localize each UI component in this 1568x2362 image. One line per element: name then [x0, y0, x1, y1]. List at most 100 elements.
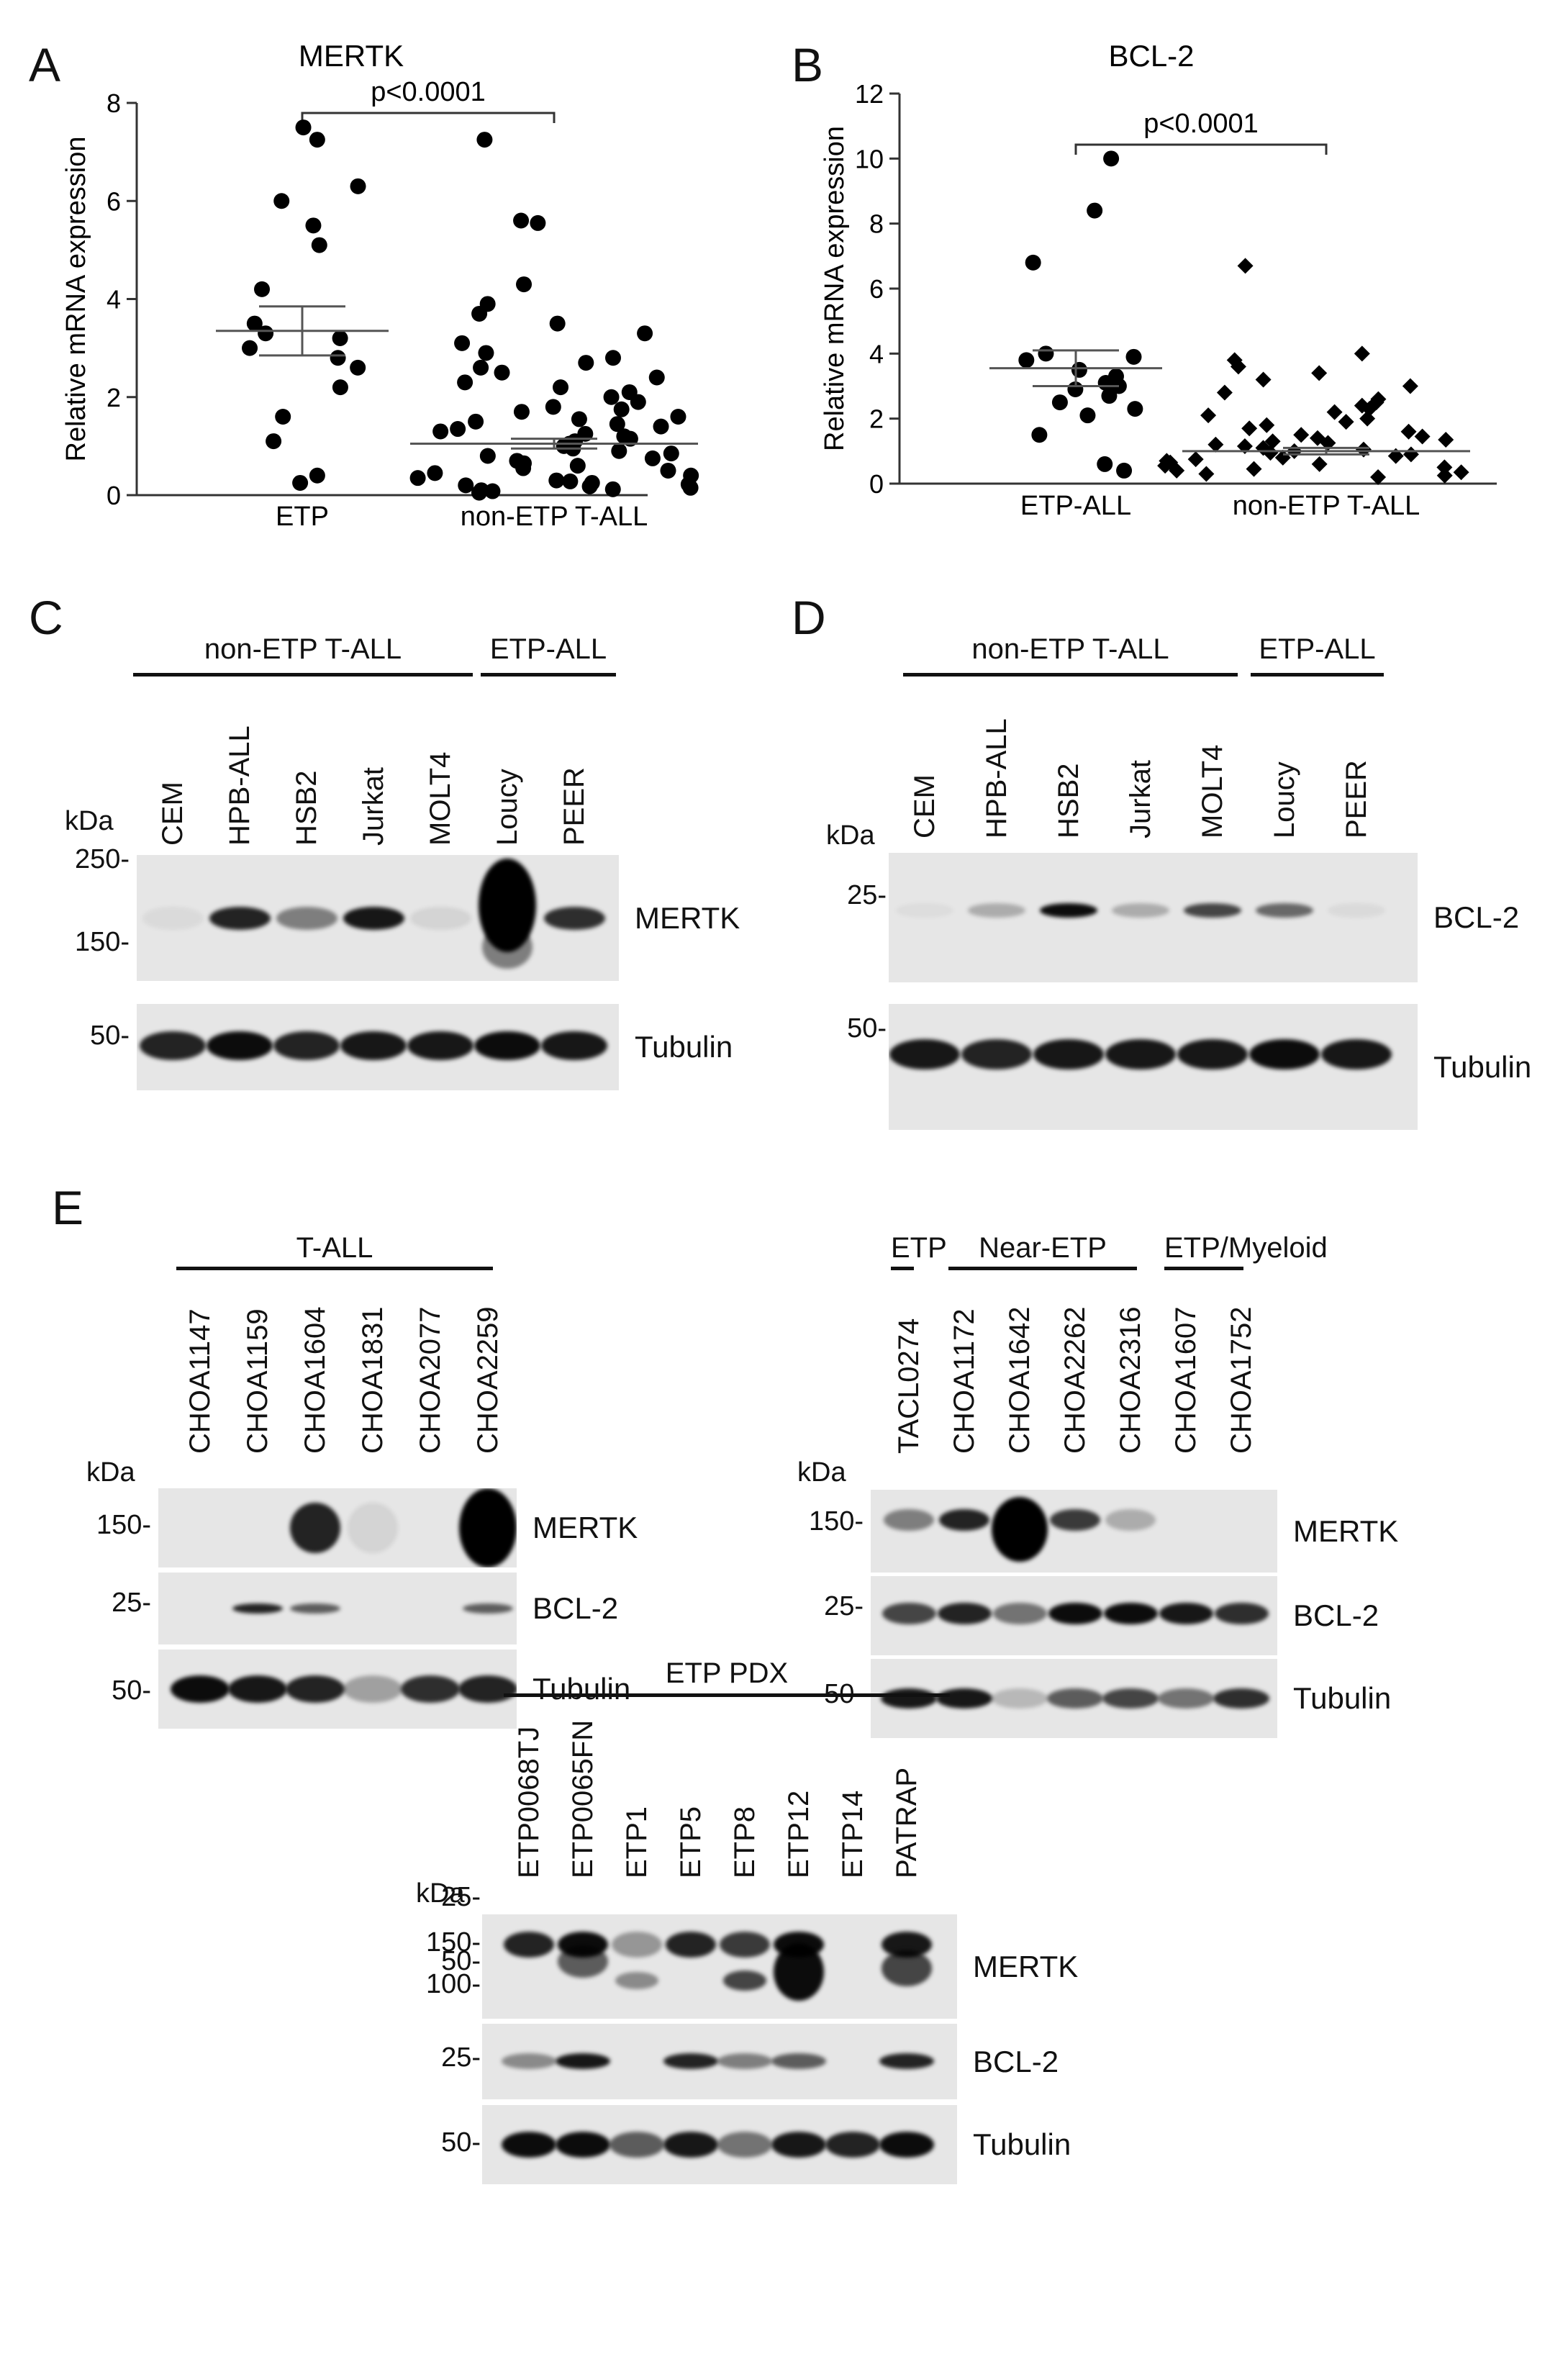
chart-a-data-point — [569, 458, 586, 474]
chart-a-data-point — [613, 401, 630, 417]
protein-label: MERTK — [635, 900, 740, 935]
chart-b-data-point — [1311, 456, 1328, 472]
chart-b-ytick-label: 10 — [855, 144, 884, 173]
marker-label: 50- — [441, 1946, 481, 1976]
chart-b-data-point — [1127, 401, 1143, 417]
chart-b-data-point — [1359, 410, 1376, 427]
marker-label: 250- — [74, 844, 130, 874]
chart-a-data-point — [473, 359, 489, 376]
marker-label: 50- — [847, 1013, 887, 1044]
protein-label: Tubulin — [1433, 1049, 1532, 1084]
chart-a-data-point — [637, 325, 653, 342]
blot-band — [1105, 1039, 1176, 1069]
chart-a-data-point — [603, 389, 620, 405]
blot-band — [348, 1503, 398, 1553]
group-label: non-ETP T-ALL — [971, 633, 1169, 665]
protein-label: Tubulin — [973, 2127, 1071, 2161]
chart-a-data-point — [548, 472, 565, 489]
chart-a-ytick-label: 0 — [107, 481, 121, 510]
kda-label: kDa — [65, 806, 114, 836]
chart-a-data-point — [630, 394, 646, 410]
chart-b-data-point — [1125, 348, 1142, 365]
lane-label: HSB2 — [291, 770, 322, 846]
blot-strip — [158, 1488, 517, 1567]
chart-b-data-point — [1400, 423, 1417, 440]
chart-a-data-point — [266, 433, 282, 450]
chart-b-p-value: p<0.0001 — [1143, 109, 1259, 139]
marker-label: 25- — [112, 1588, 151, 1618]
lane-label: Loucy — [1269, 761, 1300, 838]
blot-band — [1184, 903, 1241, 918]
chart-a-title: MERTK — [299, 39, 404, 73]
chart-a-data-point — [273, 193, 290, 209]
blot-band — [889, 1039, 960, 1069]
chart-b-data-point — [1169, 462, 1185, 479]
chart-b-data-point — [1264, 433, 1281, 450]
blot-band — [663, 2053, 718, 2069]
chart-a-data-point — [581, 478, 598, 494]
chart-b-data-point — [1103, 150, 1120, 167]
blot-band — [992, 1688, 1048, 1709]
blot-band — [276, 907, 337, 930]
lane-label: CHOA1159 — [242, 1308, 273, 1454]
lane-label: PATRAP — [891, 1767, 923, 1878]
chart-a-data-point — [309, 467, 325, 484]
panel-letter-e: E — [52, 1181, 84, 1234]
chart-b-data-point — [1071, 361, 1087, 378]
chart-b-category-label: non-ETP T-ALL — [1233, 491, 1420, 521]
lane-label: Jurkat — [1125, 760, 1156, 838]
blot-band — [666, 1932, 716, 1958]
blot-strip — [889, 1004, 1418, 1130]
lane-label: ETP8 — [729, 1806, 761, 1878]
chart-a-data-point — [670, 409, 686, 425]
chart-b-data-point — [1402, 378, 1418, 394]
chart-b-data-point — [1079, 407, 1096, 424]
group-line — [176, 1267, 493, 1270]
chart-b-data-point — [1262, 445, 1279, 461]
lane-label: ETP12 — [783, 1790, 815, 1878]
marker-label: 50- — [90, 1021, 130, 1051]
blot-strip — [137, 855, 619, 981]
group-label: ETP/Myeloid — [1164, 1232, 1328, 1264]
group-label: non-ETP T-ALL — [204, 633, 402, 665]
chart-a-data-point — [332, 330, 348, 346]
blot-band — [463, 1603, 513, 1614]
lane-label: CHOA1607 — [1170, 1306, 1202, 1454]
chart-b-data-point — [1200, 407, 1217, 424]
blot-band — [881, 1688, 937, 1709]
blot-band — [1249, 1039, 1320, 1069]
kda-label: kDa — [826, 820, 875, 851]
chart-a-data-point — [562, 473, 579, 489]
chart-a-ytick-label: 2 — [107, 383, 121, 412]
blot-band — [1048, 1603, 1102, 1624]
chart-b-data-point — [1453, 464, 1469, 481]
blot-band — [142, 907, 204, 930]
chart-a-data-point — [471, 484, 487, 501]
lane-label: CHOA2316 — [1115, 1306, 1146, 1454]
marker-label: 25- — [441, 2042, 481, 2073]
blot-band — [1214, 1603, 1269, 1624]
blot-band — [1105, 1509, 1156, 1531]
chart-a-data-point — [648, 369, 665, 386]
blot-band — [1050, 1509, 1100, 1531]
chart-a-data-point — [457, 374, 473, 391]
lane-label: ETP1 — [621, 1806, 653, 1878]
blot-band — [1040, 903, 1097, 918]
panel-letter-b: B — [792, 38, 824, 91]
blot-band — [882, 1950, 932, 1986]
blot-band — [232, 1603, 283, 1614]
chart-a-data-point — [350, 178, 366, 194]
chart-b-data-point — [1246, 461, 1262, 477]
blot-band — [228, 1675, 287, 1703]
chart-b-ytick-label: 8 — [869, 209, 884, 239]
blot-band — [1177, 1039, 1248, 1069]
protein-label: MERTK — [1293, 1513, 1399, 1548]
lane-label: CHOA1604 — [299, 1306, 331, 1454]
chart-a-data-point — [254, 281, 271, 297]
chart-a-data-point — [305, 217, 322, 234]
chart-b-ytick-label: 12 — [855, 79, 884, 109]
blot-band — [612, 1932, 662, 1958]
marker-label: 25- — [441, 1882, 481, 1912]
lane-label: MOLT4 — [425, 751, 456, 846]
